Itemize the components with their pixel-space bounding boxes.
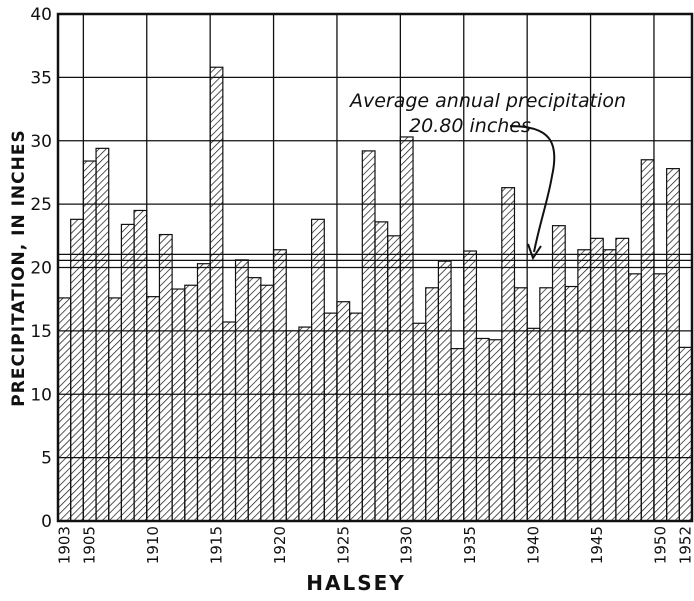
grid bbox=[58, 14, 692, 521]
x-tick-1945: 1945 bbox=[588, 526, 606, 564]
bar-1913 bbox=[184, 284, 199, 522]
x-tick-1935: 1935 bbox=[461, 526, 479, 564]
bar-1944 bbox=[577, 249, 592, 522]
bar-1916 bbox=[222, 321, 237, 522]
y-tick-5: 5 bbox=[41, 449, 52, 469]
bar-1934 bbox=[450, 348, 465, 522]
bar-1937 bbox=[488, 339, 503, 522]
bar-1922 bbox=[298, 326, 313, 522]
annotation-line-1: Average annual precipitation bbox=[348, 90, 626, 112]
bar-1917 bbox=[234, 259, 249, 522]
bar-1942 bbox=[551, 225, 566, 522]
x-tick-1905: 1905 bbox=[81, 526, 99, 564]
y-axis-ticks: 0 5 10 15 20 25 30 35 40 bbox=[30, 5, 52, 532]
bar-1926 bbox=[349, 312, 363, 522]
bar-1936 bbox=[475, 337, 490, 522]
bar-1914 bbox=[196, 263, 211, 522]
bar-1948 bbox=[627, 273, 642, 522]
x-tick-1915: 1915 bbox=[208, 526, 226, 564]
x-tick-1940: 1940 bbox=[525, 526, 543, 564]
bar-1927 bbox=[361, 150, 376, 522]
bar-1938 bbox=[501, 187, 516, 522]
average-annotation: Average annual precipitation 20.80 inche… bbox=[348, 90, 626, 261]
bar-1947 bbox=[615, 237, 630, 522]
bar-1918 bbox=[247, 277, 262, 522]
y-tick-20: 20 bbox=[30, 259, 52, 279]
bar-1924 bbox=[323, 312, 338, 522]
y-tick-0: 0 bbox=[41, 512, 52, 532]
bar-1919 bbox=[260, 284, 275, 522]
plot-frame bbox=[56, 12, 694, 523]
bar-1945 bbox=[589, 237, 604, 522]
y-tick-25: 25 bbox=[30, 195, 52, 215]
y-tick-15: 15 bbox=[30, 322, 52, 342]
bar-1932 bbox=[425, 287, 440, 522]
x-tick-1920: 1920 bbox=[271, 526, 289, 564]
bar-1911 bbox=[158, 233, 173, 522]
bar-1904 bbox=[70, 218, 84, 522]
x-tick-1903: 1903 bbox=[55, 526, 73, 564]
bar-1949 bbox=[640, 159, 655, 522]
x-tick-1925: 1925 bbox=[334, 526, 352, 564]
bar-1909 bbox=[133, 209, 148, 522]
bar-1920 bbox=[272, 249, 287, 522]
bars-group bbox=[57, 66, 693, 522]
annotation-arrow bbox=[509, 125, 556, 253]
x-axis-label: HALSEY bbox=[306, 571, 406, 595]
bar-1952 bbox=[678, 346, 693, 522]
bar-1935 bbox=[463, 250, 478, 522]
bar-1929 bbox=[387, 235, 401, 522]
bar-1930 bbox=[399, 136, 414, 522]
y-tick-40: 40 bbox=[30, 5, 52, 25]
bar-1941 bbox=[539, 287, 554, 522]
y-axis-label: PRECIPITATION, IN INCHES bbox=[9, 129, 29, 406]
x-tick-1950: 1950 bbox=[651, 526, 669, 564]
annotation-arrowhead bbox=[527, 243, 542, 261]
bar-1912 bbox=[171, 288, 186, 522]
average-line bbox=[58, 253, 692, 262]
bar-1951 bbox=[666, 168, 680, 522]
bar-1921 bbox=[285, 330, 300, 522]
bar-1931 bbox=[412, 322, 427, 522]
bar-1950 bbox=[653, 273, 668, 522]
y-tick-35: 35 bbox=[30, 68, 52, 88]
y-tick-10: 10 bbox=[30, 385, 52, 405]
bar-1933 bbox=[437, 260, 452, 522]
bar-1908 bbox=[120, 223, 135, 522]
x-axis-ticks: 1903 1905 1910 1915 1920 1925 1930 1935 1940 1945… bbox=[55, 526, 694, 564]
bar-1905 bbox=[82, 160, 97, 522]
annotation-line-2: 20.80 inches bbox=[409, 115, 531, 137]
bar-1928 bbox=[374, 221, 389, 522]
bar-1946 bbox=[602, 249, 617, 522]
x-tick-1930: 1930 bbox=[398, 526, 416, 564]
bar-1923 bbox=[311, 218, 325, 522]
x-tick-1952: 1952 bbox=[677, 526, 694, 564]
x-tick-1910: 1910 bbox=[144, 526, 162, 564]
bar-1925 bbox=[336, 301, 351, 522]
bar-1939 bbox=[513, 287, 528, 522]
bar-1940 bbox=[526, 327, 541, 522]
bar-1943 bbox=[564, 285, 579, 522]
y-tick-30: 30 bbox=[30, 132, 52, 152]
bar-1915 bbox=[209, 66, 224, 522]
